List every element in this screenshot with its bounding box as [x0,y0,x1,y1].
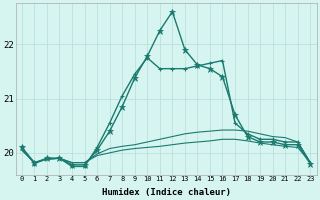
X-axis label: Humidex (Indice chaleur): Humidex (Indice chaleur) [101,188,231,197]
